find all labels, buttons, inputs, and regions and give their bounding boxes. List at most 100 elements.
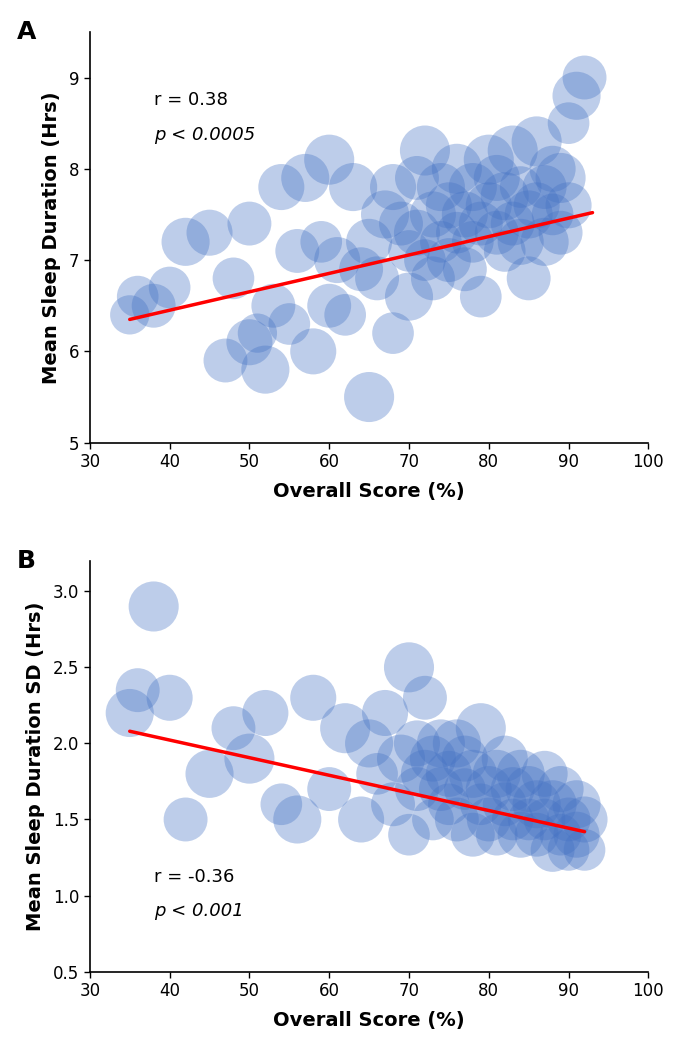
Point [555,826,566,843]
Point [371,765,382,782]
Point [379,704,390,721]
Point [204,765,215,782]
Point [427,206,438,223]
Point [547,161,558,178]
Point [436,735,447,751]
Point [460,206,471,223]
Point [300,169,311,186]
Point [427,811,438,828]
Point [308,343,319,359]
Point [395,215,406,232]
Point [499,796,510,812]
Point [427,750,438,767]
Point [491,169,502,186]
Point [252,325,263,342]
Point [563,115,574,131]
Point [547,842,558,859]
Point [204,224,215,241]
Point [324,297,335,314]
Point [475,720,486,737]
Point [403,826,414,843]
Point [443,251,454,268]
Point [276,179,287,195]
Point [467,826,478,843]
Point [268,297,279,314]
Point [507,215,518,232]
Point [579,811,590,828]
Point [475,215,486,232]
Point [180,811,191,828]
Point [531,133,542,150]
Point [484,811,495,828]
Point [244,750,255,767]
Point [539,179,550,195]
Point [460,750,471,767]
Point [507,142,518,159]
Point [579,842,590,859]
Point [515,765,526,782]
Point [571,796,582,812]
Point [419,251,430,268]
Point [467,179,478,195]
Point [388,325,399,342]
Point [364,233,375,250]
Point [284,315,295,332]
Point [436,233,447,250]
Point [491,826,502,843]
Point [244,215,255,232]
Point [436,781,447,798]
Point [523,781,534,798]
Text: B: B [17,549,36,573]
Point [124,307,135,324]
Point [571,87,582,104]
Point [467,765,478,782]
Point [419,142,430,159]
Text: p < 0.0005: p < 0.0005 [153,126,255,144]
Point [132,288,143,305]
Point [292,811,303,828]
Point [332,251,342,268]
Point [523,811,534,828]
Point [467,233,478,250]
Point [531,796,542,812]
X-axis label: Overall Score (%): Overall Score (%) [273,482,465,501]
Point [515,179,526,195]
Point [523,206,534,223]
Point [340,307,351,324]
Point [220,352,231,369]
Point [364,389,375,406]
Point [164,280,175,296]
Point [579,69,590,86]
Point [515,233,526,250]
Point [180,233,191,250]
Point [539,811,550,828]
Point [499,750,510,767]
Point [364,735,375,751]
Point [484,781,495,798]
Point [499,243,510,260]
Point [308,689,319,706]
Point [260,704,271,721]
Point [340,720,351,737]
Point [316,233,327,250]
Text: A: A [17,20,36,43]
Point [419,765,430,782]
Point [348,179,359,195]
Point [443,796,454,812]
Point [555,781,566,798]
Point [515,826,526,843]
Point [484,151,495,168]
Point [539,233,550,250]
Point [228,270,239,287]
Point [547,796,558,812]
Point [460,781,471,798]
Point [403,243,414,260]
Point [403,288,414,305]
Point [547,206,558,223]
Point [539,765,550,782]
Point [388,796,399,812]
Point [403,659,414,676]
Point [412,735,423,751]
Point [451,735,462,751]
Point [228,720,239,737]
